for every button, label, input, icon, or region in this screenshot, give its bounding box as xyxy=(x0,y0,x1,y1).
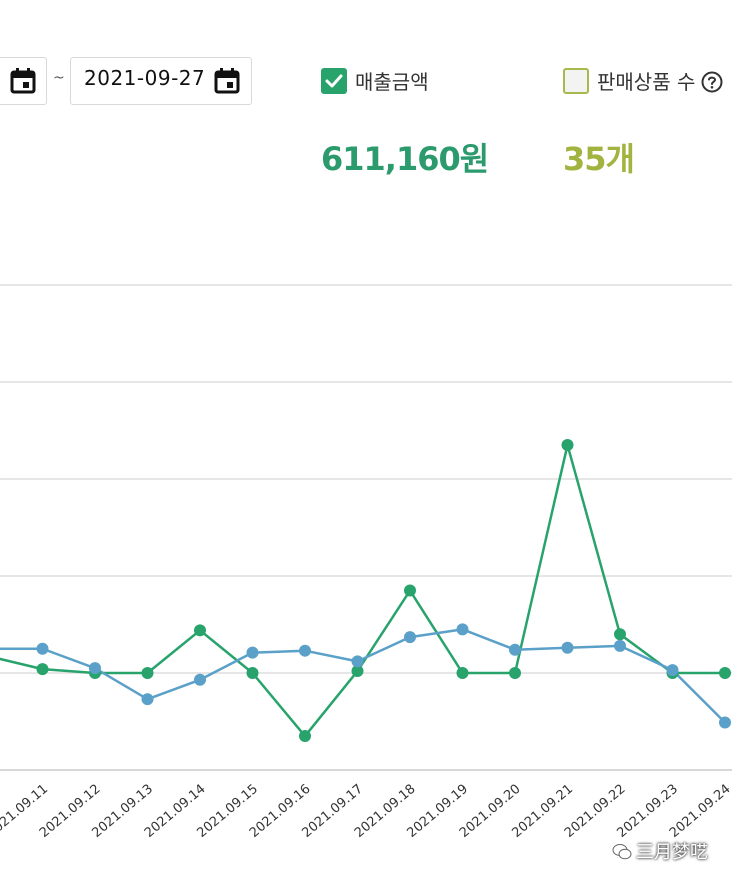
start-date-field[interactable] xyxy=(0,57,47,105)
grid-lines xyxy=(0,284,732,771)
watermark-text: 三月梦呓 xyxy=(636,842,708,863)
data-point-series-2[interactable] xyxy=(614,639,626,652)
items-legend-label[interactable]: 판매상품 수 xyxy=(597,70,696,94)
data-point-series-1[interactable] xyxy=(404,584,416,597)
date-range-separator: ~ xyxy=(53,70,65,86)
data-point-series-2[interactable] xyxy=(561,641,574,654)
checkmark-icon xyxy=(325,74,343,88)
data-point-series-2[interactable] xyxy=(509,643,521,656)
data-point-series-2[interactable] xyxy=(246,646,259,659)
sales-legend-checkbox[interactable] xyxy=(321,68,347,94)
calendar-icon[interactable] xyxy=(9,67,37,95)
items-total-value: 35개 xyxy=(563,140,635,178)
sales-legend-label[interactable]: 매출금액 xyxy=(355,70,429,94)
data-point-series-1[interactable] xyxy=(141,667,154,679)
sales-total-value: 611,160원 xyxy=(321,140,489,178)
end-date-field[interactable]: 2021-09-27 xyxy=(70,57,252,105)
data-point-series-2[interactable] xyxy=(141,693,154,706)
data-point-series-1[interactable] xyxy=(509,667,521,679)
data-point-series-2[interactable] xyxy=(404,631,416,644)
series-lines xyxy=(0,439,731,743)
data-point-series-2[interactable] xyxy=(299,644,311,657)
data-point-series-1[interactable] xyxy=(561,439,574,452)
data-point-series-2[interactable] xyxy=(194,673,206,686)
data-point-series-2[interactable] xyxy=(89,662,101,675)
data-point-series-2[interactable] xyxy=(666,664,679,677)
data-point-series-1[interactable] xyxy=(614,628,626,641)
data-point-series-1[interactable] xyxy=(719,667,731,679)
data-point-series-1[interactable] xyxy=(246,667,259,679)
x-axis-ticks: 2021.09.112021.09.122021.09.132021.09.14… xyxy=(0,782,732,841)
data-point-series-1[interactable] xyxy=(456,667,469,679)
calendar-icon[interactable] xyxy=(213,67,241,95)
series-line-1 xyxy=(0,443,725,738)
items-legend-checkbox[interactable] xyxy=(563,68,589,94)
data-point-series-1[interactable] xyxy=(351,665,364,678)
data-point-series-2[interactable] xyxy=(719,716,731,729)
data-point-series-2[interactable] xyxy=(351,655,364,668)
end-date-text: 2021-09-27 xyxy=(84,66,206,90)
data-point-series-2[interactable] xyxy=(36,642,49,655)
question-circle-icon[interactable] xyxy=(701,71,723,93)
data-point-series-2[interactable] xyxy=(456,623,469,636)
data-point-series-1[interactable] xyxy=(36,663,49,676)
data-point-series-1[interactable] xyxy=(194,624,206,637)
data-point-series-1[interactable] xyxy=(299,730,311,743)
wechat-icon xyxy=(612,844,632,860)
